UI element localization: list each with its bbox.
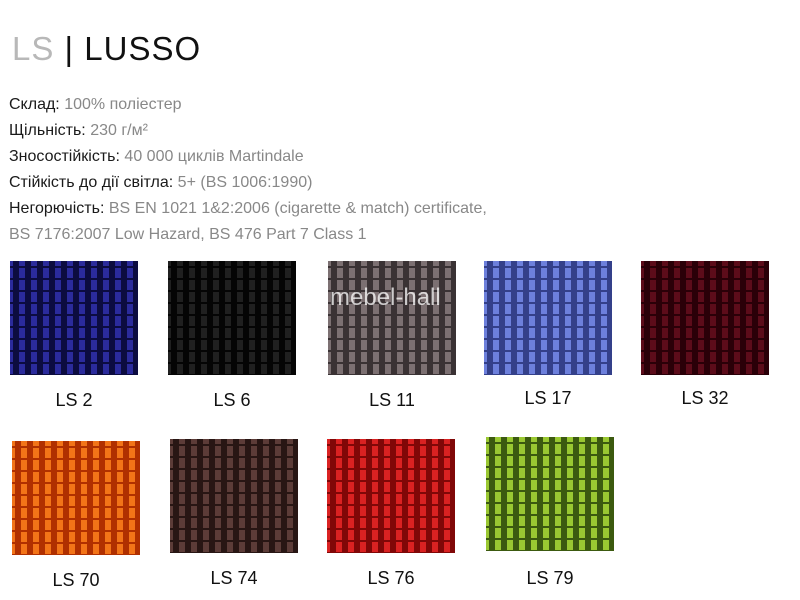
- spec-value: BS 7176:2007 Low Hazard, BS 476 Part 7 C…: [9, 226, 367, 243]
- swatch-label: LS 70: [52, 570, 100, 590]
- fabric-swatch[interactable]: [486, 437, 614, 551]
- spec-value: 230 г/м²: [90, 122, 148, 139]
- page-title: LS | LUSSO: [12, 30, 202, 67]
- swatch-label: LS 74: [210, 568, 258, 588]
- spec-label: Стійкість до дії світла:: [9, 174, 174, 191]
- spec-row: Зносостійкість: 40 000 циклів Martindale: [9, 144, 487, 170]
- swatch-label: LS 79: [526, 568, 574, 588]
- spec-value: 100% поліестер: [64, 96, 182, 113]
- spec-row: Негорючість: BS EN 1021 1&2:2006 (cigare…: [9, 196, 487, 222]
- swatch-label: LS 32: [681, 388, 729, 408]
- swatch-label: LS 6: [213, 390, 251, 410]
- spec-value: 40 000 циклів Martindale: [124, 148, 304, 165]
- specifications: Склад: 100% поліестер Щільність: 230 г/м²…: [9, 92, 487, 248]
- fabric-swatch[interactable]: [484, 261, 612, 375]
- fabric-swatch[interactable]: [641, 261, 769, 375]
- spec-value: BS EN 1021 1&2:2006 (cigarette & match) …: [108, 200, 487, 217]
- spec-label: Негорючість:: [9, 200, 105, 217]
- spec-label: Зносостійкість:: [9, 148, 120, 165]
- spec-label: Склад:: [9, 96, 60, 113]
- spec-value: 5+ (BS 1006:1990): [177, 174, 313, 191]
- swatch-label: LS 2: [55, 390, 93, 410]
- swatch-label: LS 11: [369, 390, 415, 410]
- fabric-swatch[interactable]: [168, 261, 296, 375]
- fabric-swatch[interactable]: [12, 441, 140, 555]
- spec-row: Щільність: 230 г/м²: [9, 118, 487, 144]
- spec-row: BS 7176:2007 Low Hazard, BS 476 Part 7 C…: [9, 222, 487, 248]
- spec-row: Стійкість до дії світла: 5+ (BS 1006:199…: [9, 170, 487, 196]
- fabric-swatch[interactable]: [10, 261, 138, 375]
- spec-row: Склад: 100% поліестер: [9, 92, 487, 118]
- fabric-swatch[interactable]: [328, 261, 456, 375]
- fabric-swatch[interactable]: [327, 439, 455, 553]
- fabric-swatch[interactable]: [170, 439, 298, 553]
- swatch-label: LS 76: [367, 568, 415, 588]
- swatch-label: LS 17: [524, 388, 572, 408]
- spec-label: Щільність:: [9, 122, 86, 139]
- watermark: mebel-hall: [330, 284, 441, 311]
